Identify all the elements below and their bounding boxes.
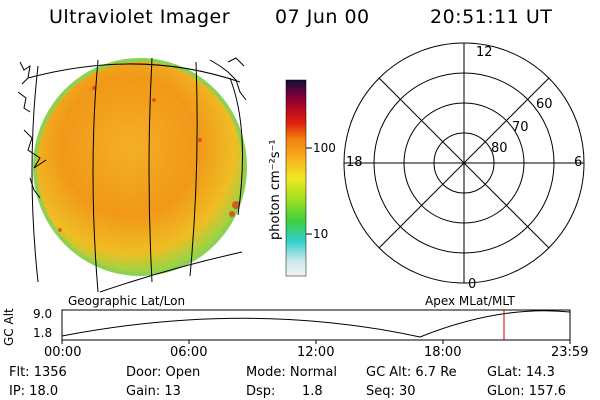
flight-number: Flt: 1356 bbox=[9, 365, 67, 380]
time-label: 20:51:11 UT bbox=[430, 6, 553, 28]
date-label: 07 Jun 00 bbox=[275, 6, 370, 28]
ip-value: IP: 18.0 bbox=[9, 384, 59, 399]
colorbar-tick-10: 10 bbox=[313, 227, 329, 241]
polar-grid bbox=[343, 42, 585, 284]
mlt-label-18: 18 bbox=[346, 155, 363, 170]
mlat-label-80: 80 bbox=[491, 141, 508, 156]
colorbar-ticks bbox=[306, 147, 312, 235]
altitude-ytick-bottom: 1.8 bbox=[33, 326, 53, 340]
mlat-label-70: 70 bbox=[512, 120, 529, 135]
uv-image-disc bbox=[33, 58, 247, 276]
geographic-grid bbox=[27, 57, 243, 293]
altitude-xtick: 23:59 bbox=[551, 345, 589, 360]
dsp-value: 1.8 bbox=[302, 384, 323, 399]
altitude-xtick: 18:00 bbox=[424, 345, 462, 360]
door-status: Door: Open bbox=[126, 365, 201, 380]
geographic-latitude: GLat: 14.3 bbox=[487, 365, 555, 380]
instrument-title: Ultraviolet Imager bbox=[49, 6, 231, 28]
mlt-label-6: 6 bbox=[574, 155, 583, 170]
image-caption: Geographic Lat/Lon bbox=[68, 294, 186, 308]
geographic-longitude: GLon: 157.6 bbox=[487, 384, 567, 399]
coastline bbox=[17, 57, 247, 199]
altitude-ylabel: GC Alt bbox=[2, 308, 16, 346]
mode-value: Mode: Normal bbox=[246, 365, 337, 380]
mlat-label-60: 60 bbox=[536, 97, 553, 112]
colorbar-tick-100: 100 bbox=[313, 141, 336, 155]
altitude-xtick: 12:00 bbox=[297, 345, 335, 360]
altitude-ytick-top: 9.0 bbox=[33, 307, 53, 321]
colorbar bbox=[285, 79, 307, 277]
colorbar-unit-label: photon cm⁻²s⁻¹ bbox=[268, 139, 283, 240]
altitude-xtick: 00:00 bbox=[44, 345, 82, 360]
mlt-label-12: 12 bbox=[476, 45, 493, 60]
gain-value: Gain: 13 bbox=[126, 384, 181, 399]
polar-caption: Apex MLat/MLT bbox=[425, 294, 515, 308]
altitude-xtick: 06:00 bbox=[170, 345, 208, 360]
mlt-label-0: 0 bbox=[468, 277, 477, 292]
gc-altitude: GC Alt: 6.7 Re bbox=[366, 365, 457, 380]
dsp-label: Dsp: bbox=[246, 384, 276, 399]
sequence-number: Seq: 30 bbox=[366, 384, 416, 399]
altitude-plot bbox=[61, 309, 571, 344]
